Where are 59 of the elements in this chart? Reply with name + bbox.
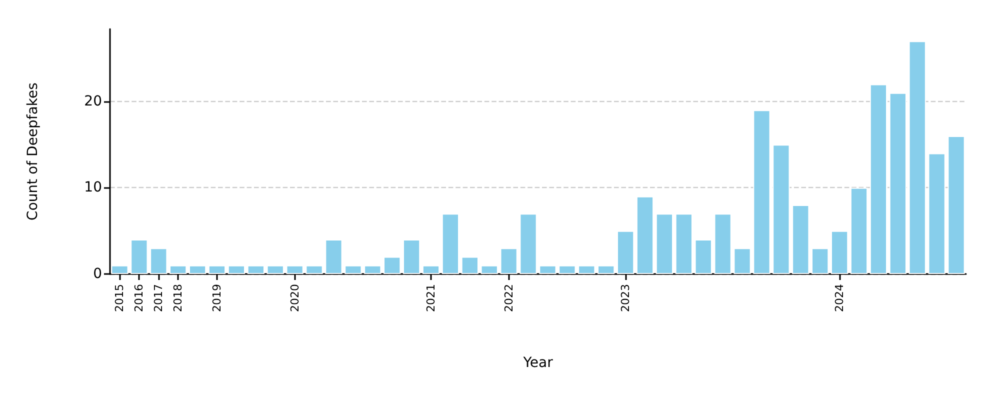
bar: [150, 248, 168, 274]
bar: [753, 110, 770, 274]
bar: [208, 265, 226, 274]
bar: [344, 265, 362, 274]
y-tick-label: 0: [93, 266, 102, 282]
x-tick-label: 2017: [152, 284, 166, 312]
bar: [520, 214, 537, 274]
bar: [578, 265, 596, 274]
x-tick-label: 2023: [619, 284, 632, 312]
bar: [870, 84, 888, 274]
x-tick-label: 2024: [833, 284, 846, 312]
bar: [461, 256, 478, 274]
bar: [325, 239, 342, 274]
bar: [908, 41, 926, 274]
bar: [306, 265, 323, 274]
bar: [694, 239, 712, 274]
bar: [422, 265, 440, 274]
bar: [812, 248, 829, 274]
bar: [130, 239, 148, 274]
x-tick-label: 2022: [502, 284, 516, 312]
bar: [402, 239, 420, 274]
bar: [792, 204, 810, 274]
bar: [286, 265, 304, 274]
bar: [247, 265, 264, 274]
bar: [889, 92, 906, 274]
x-tick-label: 2019: [210, 284, 224, 312]
x-tick-label: 2018: [172, 284, 185, 312]
bar: [228, 265, 246, 274]
bar: [170, 265, 187, 274]
bar: [772, 144, 790, 274]
x-tick-label: 2015: [113, 284, 126, 312]
x-axis-title: Year: [522, 355, 554, 371]
bar: [948, 136, 965, 274]
bar: [616, 230, 634, 274]
bar: [830, 230, 848, 274]
bar: [656, 214, 674, 274]
bar: [500, 248, 518, 274]
bar: [539, 265, 556, 274]
bar: [928, 153, 946, 274]
bar: [558, 265, 576, 274]
bar: [188, 265, 206, 274]
bar: [598, 265, 615, 274]
bar: [384, 256, 401, 274]
bar: [364, 265, 382, 274]
bar: [266, 265, 284, 274]
x-tick-label: 2021: [424, 284, 438, 312]
y-tick-label: 20: [84, 93, 102, 110]
bar: [111, 265, 128, 274]
bar: [636, 196, 654, 274]
bar: [442, 214, 460, 274]
x-tick-label: 2016: [132, 284, 146, 312]
bar: [480, 265, 498, 274]
bar: [734, 248, 751, 274]
y-axis-title: Count of Deepfakes: [25, 82, 41, 220]
bar: [850, 188, 868, 274]
y-tick-label: 10: [84, 180, 102, 196]
bar: [675, 214, 692, 274]
bar: [714, 214, 732, 274]
x-tick-label: 2020: [288, 284, 302, 312]
